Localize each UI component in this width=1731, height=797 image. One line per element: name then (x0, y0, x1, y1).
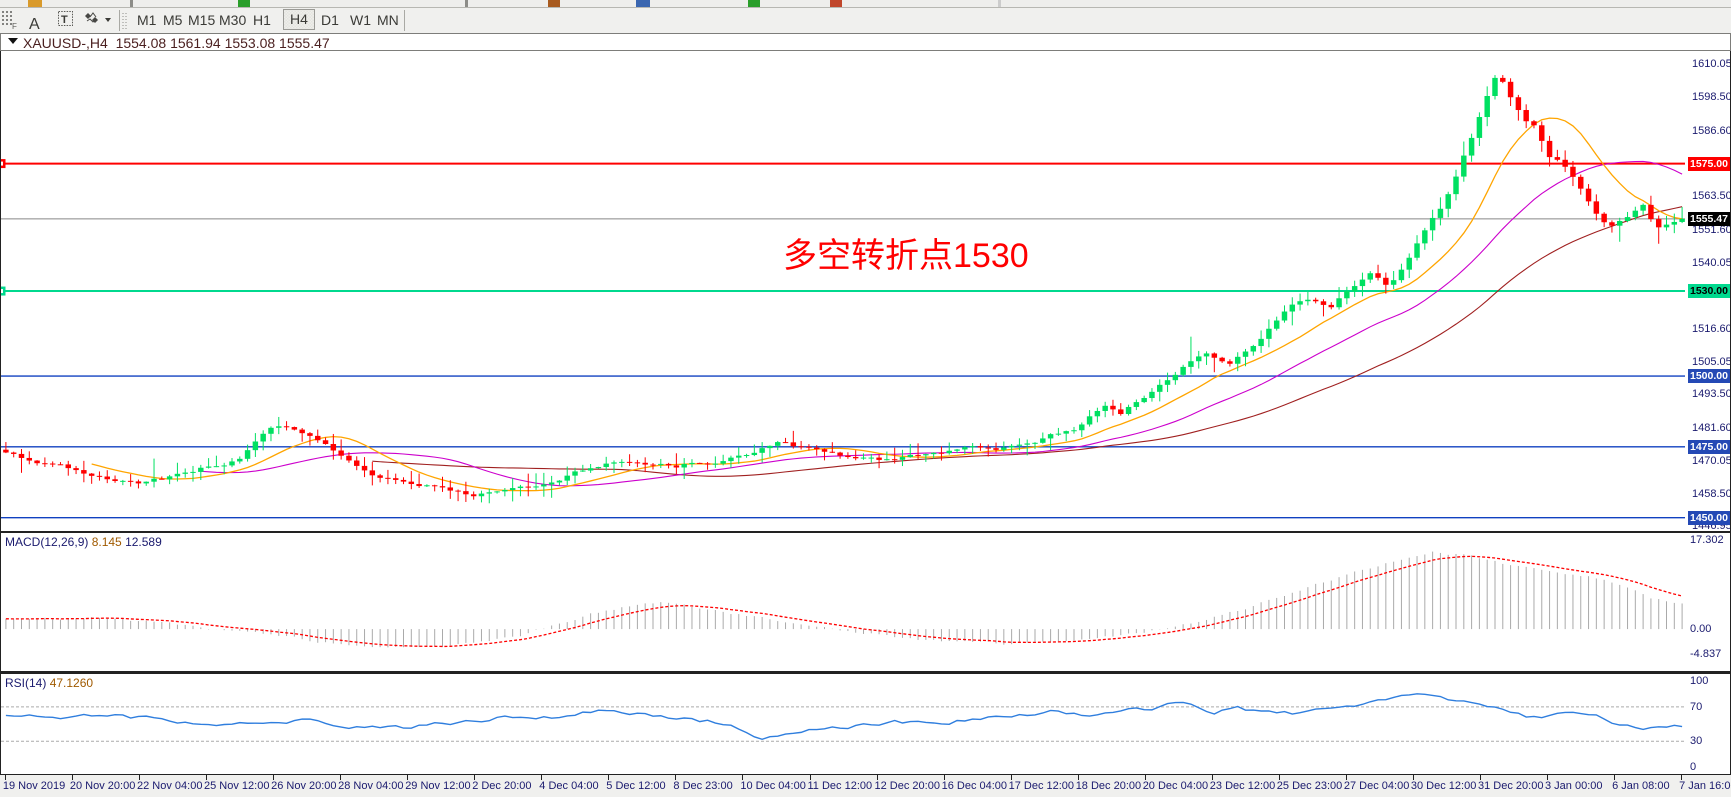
svg-text:多空转折点1530: 多空转折点1530 (783, 237, 1029, 275)
